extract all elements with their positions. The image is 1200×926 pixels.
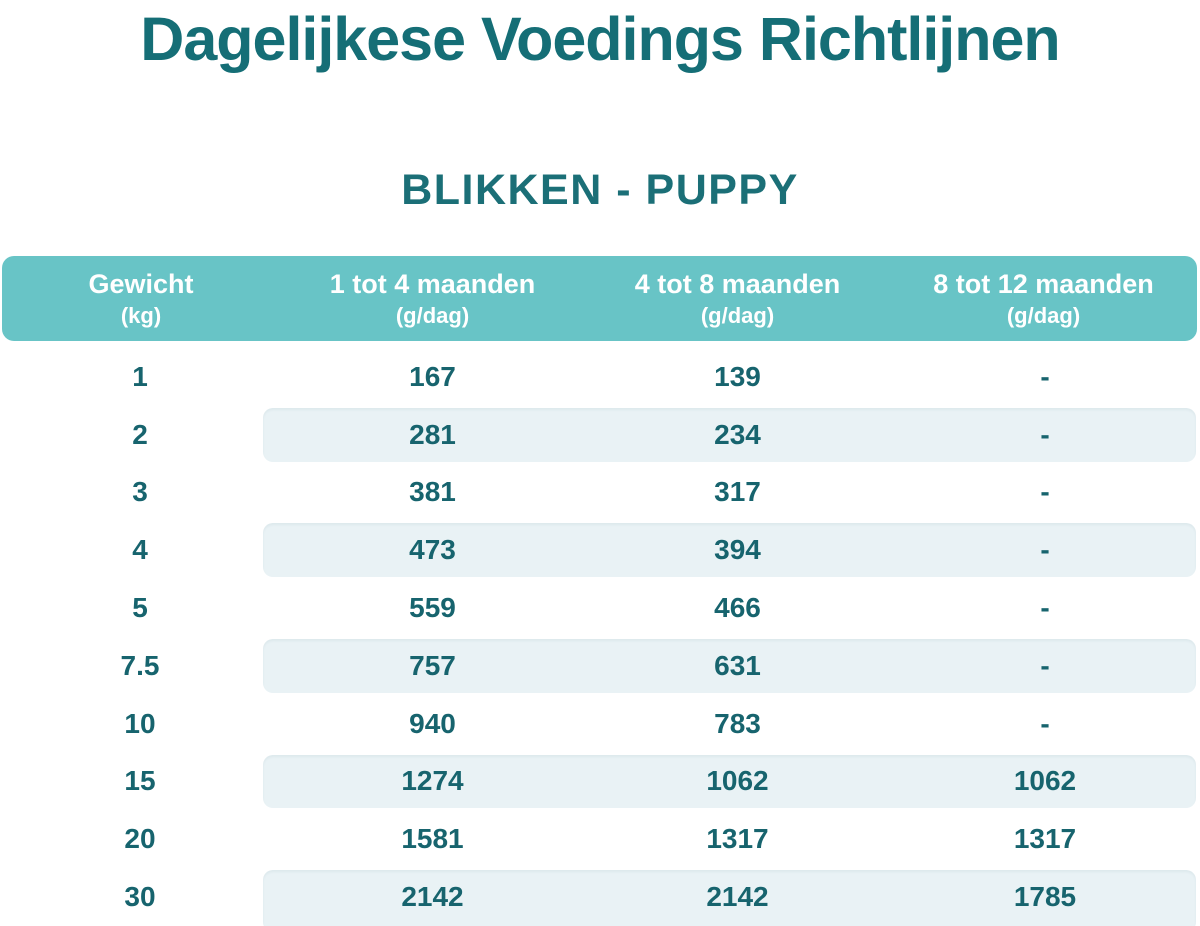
value-cell: 317 <box>714 476 761 508</box>
value-cell: - <box>1040 592 1050 624</box>
value-cell: 1581 <box>401 823 464 855</box>
value-cell: 167 <box>409 360 456 392</box>
table-header-row: Gewicht (kg) 1 tot 4 maanden (g/dag) 4 t… <box>2 256 1197 341</box>
value-cell: 234 <box>714 418 761 450</box>
value-cell: - <box>1040 360 1050 392</box>
row-stripe <box>263 407 1196 462</box>
column-header-label: 1 tot 4 maanden <box>329 268 536 299</box>
weight-cell: 10 <box>124 707 156 739</box>
value-cell: 1062 <box>1013 765 1077 797</box>
value-cell: - <box>1040 649 1050 681</box>
value-cell: 473 <box>409 534 456 566</box>
row-stripe <box>263 523 1196 578</box>
weight-cell: 4 <box>132 534 148 566</box>
section-subtitle: BLIKKEN - PUPPY <box>401 166 799 214</box>
row-stripe <box>263 754 1196 809</box>
weight-cell: 3 <box>132 476 148 508</box>
table-row: 15 1274 1062 1062 <box>0 753 1200 811</box>
value-cell: - <box>1040 476 1050 508</box>
value-cell: 1317 <box>706 823 769 855</box>
weight-cell: 30 <box>124 881 156 913</box>
value-cell: 394 <box>714 534 761 566</box>
value-cell: 1062 <box>706 765 769 797</box>
page-title: Dagelijkese Voedings Richtlijnen <box>140 5 1060 73</box>
table-row: 5 559 466 - <box>0 579 1200 637</box>
column-header-gewicht: Gewicht (kg) <box>2 267 280 331</box>
value-cell: 281 <box>409 418 456 450</box>
value-cell: 940 <box>409 707 456 739</box>
value-cell: 783 <box>714 707 761 739</box>
column-header-label: Gewicht <box>88 268 194 299</box>
column-header-unit: (g/dag) <box>1006 302 1081 328</box>
table-row: 20 1581 1317 1317 <box>0 810 1200 868</box>
value-cell: 381 <box>409 476 456 508</box>
table-row: 7.5 757 631 - <box>0 637 1200 695</box>
column-header-unit: (g/dag) <box>700 302 775 328</box>
table-row: 2 281 234 - <box>0 406 1200 464</box>
weight-cell: 2 <box>132 418 148 450</box>
column-header-unit: (kg) <box>120 302 162 328</box>
weight-cell: 5 <box>132 592 148 624</box>
column-header-label: 8 tot 12 maanden <box>933 268 1154 299</box>
value-cell: 1785 <box>1013 881 1077 913</box>
weight-cell: 1 <box>132 360 148 392</box>
value-cell: 139 <box>714 360 761 392</box>
value-cell: 466 <box>714 592 761 624</box>
table-row: 4 473 394 - <box>0 521 1200 579</box>
weight-cell: 15 <box>124 765 156 797</box>
value-cell: 631 <box>714 649 761 681</box>
column-header-unit: (g/dag) <box>395 302 470 328</box>
row-stripe <box>263 870 1196 926</box>
table-row: 10 940 783 - <box>0 695 1200 753</box>
value-cell: 559 <box>409 592 456 624</box>
row-stripe <box>263 638 1196 693</box>
table-row: 3 381 317 - <box>0 464 1200 522</box>
column-header-4-8-maanden: 4 tot 8 maanden (g/dag) <box>585 267 890 331</box>
table-row: 1 167 139 - <box>0 348 1200 406</box>
column-header-1-4-maanden: 1 tot 4 maanden (g/dag) <box>280 267 585 331</box>
weight-cell: 7.5 <box>120 649 160 681</box>
column-header-8-12-maanden: 8 tot 12 maanden (g/dag) <box>890 267 1197 331</box>
value-cell: - <box>1040 418 1050 450</box>
value-cell: 2142 <box>401 881 464 913</box>
value-cell: 757 <box>409 649 456 681</box>
weight-cell: 20 <box>124 823 156 855</box>
feeding-table-body: 1 167 139 - 2 281 234 - 3 381 317 - 4 47… <box>0 348 1200 926</box>
value-cell: 1274 <box>401 765 464 797</box>
value-cell: - <box>1040 707 1050 739</box>
column-header-label: 4 tot 8 maanden <box>634 268 841 299</box>
table-row: 30 2142 2142 1785 <box>0 868 1200 926</box>
value-cell: 1317 <box>1013 823 1077 855</box>
value-cell: - <box>1040 534 1050 566</box>
value-cell: 2142 <box>706 881 769 913</box>
